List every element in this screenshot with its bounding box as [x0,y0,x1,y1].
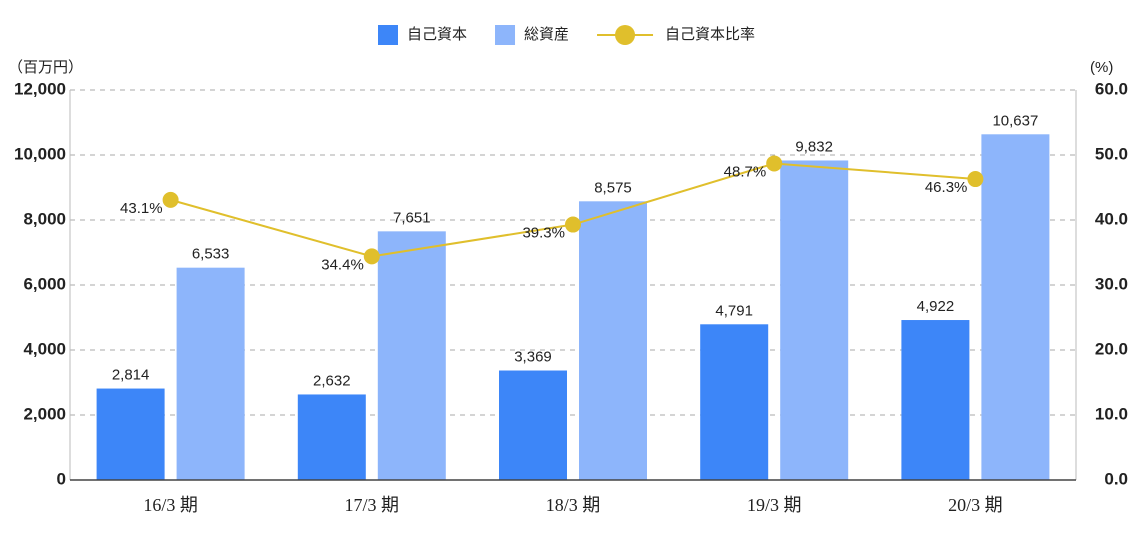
point [967,171,984,188]
value-label: 10,637 [992,112,1038,129]
bar [297,394,366,480]
line [170,162,976,258]
value-label: 6,533 [192,246,230,263]
bar [176,267,245,480]
y2-tick-label: 20.0 [1095,339,1128,358]
y-tick-label: 8,000 [23,209,66,228]
legend: 自己資本 総資産 自己資本比率 [378,25,755,45]
point [162,191,179,208]
bar [377,231,446,480]
value-label: 4,791 [715,302,753,319]
value-label: 43.1% [120,200,163,217]
point [565,216,581,233]
legend-swatch [378,25,398,45]
value-label: 7,651 [393,209,431,226]
x-tick-label: 20/3 期 [948,495,1003,515]
y-tick-label: 4,000 [23,339,66,358]
value-label: 34.4% [321,256,364,273]
bar [700,324,769,480]
bar [96,388,165,480]
bar [981,134,1050,481]
y2-tick-label: 30.0 [1095,274,1128,293]
bar [579,201,647,480]
bar [780,160,849,480]
x-tick-label: 19/3 期 [747,495,802,515]
value-label: 39.3% [522,225,565,242]
legend-label: 自己資本 [407,26,467,43]
value-label: 8,575 [594,179,632,196]
value-label: 9,832 [795,138,833,155]
y2-tick-label: 60.0 [1095,79,1128,98]
point [363,248,380,265]
x-tick-label: 16/3 期 [143,495,198,515]
y-tick-label: 0 [57,469,66,488]
y2-tick-label: 0.0 [1104,469,1128,488]
y2-tick-label: 50.0 [1095,144,1128,163]
value-label: 46.3% [925,179,968,196]
y-tick-label: 6,000 [23,274,66,293]
value-label: 4,922 [917,298,955,315]
legend-marker [615,25,636,45]
x-tick-label: 18/3 期 [546,495,601,515]
y2-tick-label: 40.0 [1095,209,1128,228]
point [766,155,783,172]
legend-label: 総資産 [524,26,569,43]
bar [901,320,970,480]
bar [499,370,567,480]
legend-label: 自己資本比率 [665,26,755,43]
value-label: 2,632 [313,372,351,389]
y-tick-label: 2,000 [23,404,66,423]
value-label: 3,369 [514,348,552,365]
y2-tick-label: 10.0 [1095,404,1128,423]
y-tick-label: 10,000 [14,144,66,163]
legend-swatch [495,25,516,45]
y2-unit: (%) [1090,59,1113,76]
value-label: 48.7% [724,163,767,180]
y-unit: （百万円） [8,59,83,76]
y-tick-label: 12,000 [14,79,66,98]
value-label: 2,814 [112,367,150,384]
x-tick-label: 17/3 期 [345,495,400,515]
